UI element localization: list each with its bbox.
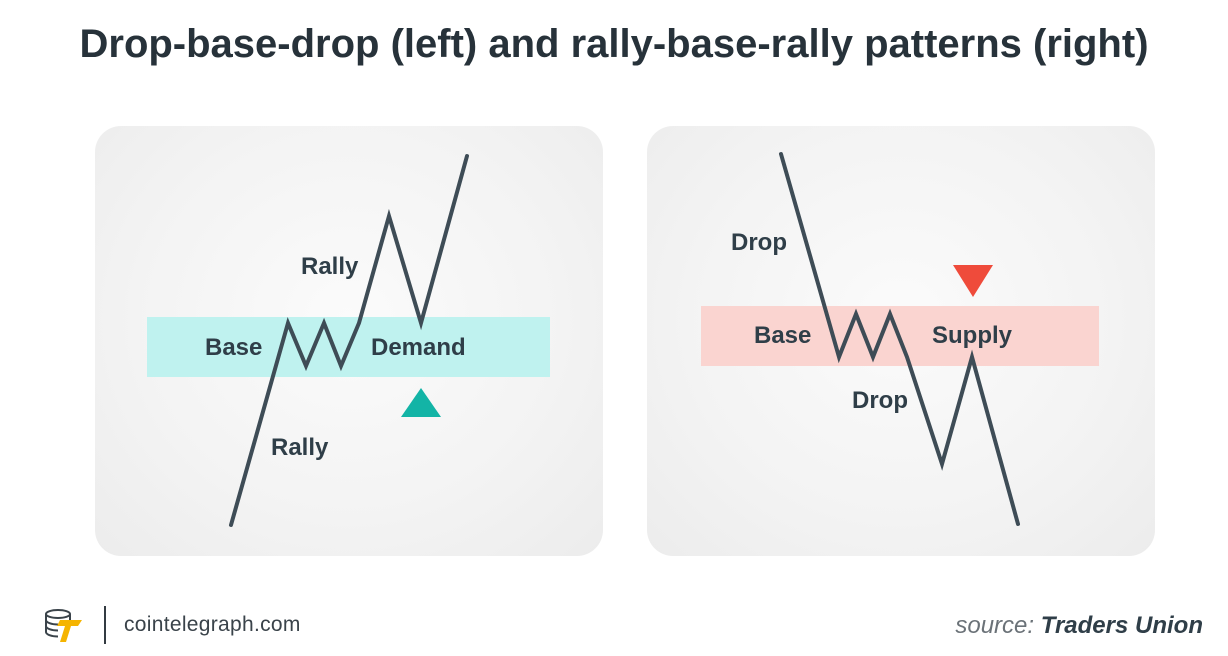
footer-source: source: Traders Union: [955, 612, 1203, 640]
left-panel: Rally Base Demand Rally: [95, 126, 603, 556]
right-panel: Drop Base Supply Drop: [647, 126, 1155, 556]
left-diagram: Rally Base Demand Rally: [147, 154, 550, 527]
page-title: Drop-base-drop (left) and rally-base-ral…: [79, 22, 1149, 66]
price-line-left: [229, 154, 469, 527]
label-base: Base: [754, 322, 811, 349]
demand-triangle-icon: [401, 388, 441, 417]
supply-triangle-icon: [953, 265, 993, 297]
cointelegraph-logo-icon: [45, 609, 82, 642]
footer-site: cointelegraph.com: [124, 613, 301, 636]
source-name: Traders Union: [1040, 612, 1203, 639]
footer-divider: [104, 606, 106, 644]
label-drop-bottom: Drop: [852, 387, 908, 414]
label-base: Base: [205, 334, 262, 361]
source-prefix: source:: [955, 612, 1035, 639]
right-diagram: Drop Base Supply Drop: [701, 152, 1099, 526]
label-rally-bottom: Rally: [271, 434, 329, 461]
label-supply: Supply: [932, 322, 1013, 349]
label-drop-top: Drop: [731, 229, 787, 256]
label-rally-top: Rally: [301, 253, 359, 280]
label-demand: Demand: [371, 334, 466, 361]
price-line-right: [779, 152, 1020, 526]
